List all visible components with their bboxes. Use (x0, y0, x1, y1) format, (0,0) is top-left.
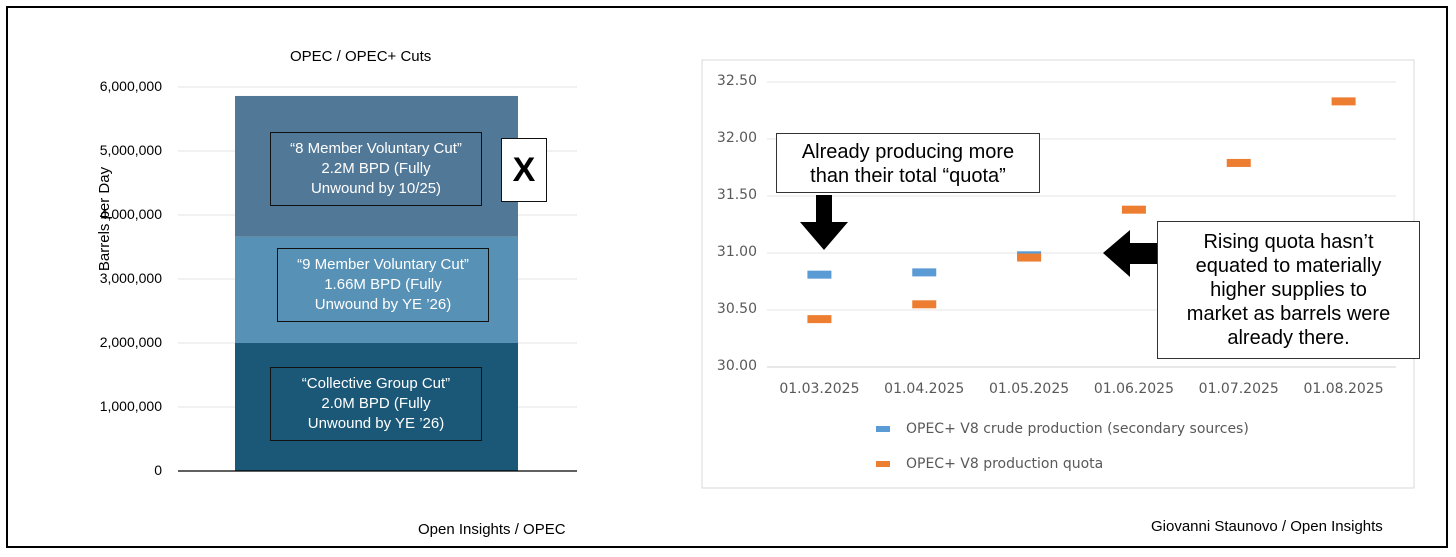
box-line: “9 Member Voluntary Cut” (297, 256, 469, 273)
production-marker (912, 268, 937, 277)
quota-marker (1121, 205, 1146, 214)
callout-line: Rising quota hasn’t (1203, 231, 1374, 253)
y-tick-label: 32.00 (716, 130, 757, 146)
y-tick-label: 5,000,000 (99, 142, 162, 158)
box-line: “Collective Group Cut” (301, 375, 451, 392)
y-tick-label: 1,000,000 (99, 398, 162, 414)
quota-marker (1331, 97, 1356, 106)
legend-label-quota: OPEC+ V8 production quota (906, 456, 1104, 472)
legend-marker-quota (876, 461, 890, 467)
x-tick-label: 01.06.2025 (1093, 381, 1174, 397)
x-tick-label: 01.03.2025 (779, 381, 860, 397)
box-line: “8 Member Voluntary Cut” (290, 140, 462, 157)
figure-frame (6, 6, 1448, 548)
y-tick-label: 3,000,000 (99, 270, 162, 286)
callout-rising-quota: Rising quota hasn’t equated to materiall… (1157, 221, 1420, 359)
cut-box-9-member: “9 Member Voluntary Cut” 1.66M BPD (Full… (277, 248, 489, 322)
x-tick-label: 01.07.2025 (1198, 381, 1279, 397)
production-marker (807, 270, 832, 279)
callout-line: higher supplies to (1210, 279, 1367, 301)
y-tick-label: 30.00 (716, 358, 757, 374)
callout-already-producing: Already producing more than their total … (776, 133, 1040, 193)
quota-marker (1226, 158, 1251, 167)
right-source-credit: Giovanni Staunovo / Open Insights (1151, 518, 1383, 535)
cut-box-collective: “Collective Group Cut” 2.0M BPD (Fully U… (270, 367, 482, 441)
bar-segment-collective (235, 343, 518, 471)
x-tick-label: 01.04.2025 (884, 381, 965, 397)
y-tick-label: 2,000,000 (99, 334, 162, 350)
legend-marker-production (876, 426, 890, 432)
callout-line: equated to materially (1195, 255, 1382, 277)
callout-line: market as barrels were (1186, 303, 1391, 325)
x-tick-label: 01.08.2025 (1303, 381, 1384, 397)
y-tick-label: 30.50 (716, 301, 757, 317)
down-arrow-icon (800, 195, 848, 250)
cut-box-8-member: “8 Member Voluntary Cut” 2.2M BPD (Fully… (270, 132, 482, 206)
left-chart-title: OPEC / OPEC+ Cuts (290, 48, 432, 65)
box-line: Unwound by YE ’26) (307, 415, 445, 432)
box-line: 2.2M BPD (Fully (321, 160, 431, 177)
y-tick-label: 4,000,000 (99, 206, 162, 222)
x-tick-label: 01.05.2025 (988, 381, 1070, 397)
quota-marker (1017, 253, 1042, 262)
y-tick-label: 6,000,000 (99, 78, 162, 94)
left-source-credit: Open Insights / OPEC (418, 521, 566, 538)
quota-marker (807, 315, 832, 324)
y-tick-label: 31.50 (716, 187, 757, 203)
bar-segment-9-member (235, 236, 518, 343)
box-line: Unwound by YE ’26) (314, 296, 452, 313)
box-line: 2.0M BPD (Fully (321, 395, 431, 412)
callout-line: already there. (1227, 327, 1350, 349)
callout-line: Already producing more (801, 141, 1015, 163)
y-tick-label: 0 (154, 462, 162, 478)
bar-segment-8-member (235, 95, 518, 237)
box-line: 1.66M BPD (Fully (324, 276, 442, 293)
box-line: Unwound by 10/25) (310, 180, 442, 197)
x-mark-box: X (501, 138, 547, 202)
callout-line: than their total “quota” (810, 165, 1006, 187)
y-tick-label: 32.50 (716, 73, 757, 89)
y-tick-label: 31.00 (716, 244, 757, 260)
quota-marker (912, 300, 937, 309)
left-arrow-icon (1103, 230, 1158, 277)
legend-label-production: OPEC+ V8 crude production (secondary sou… (906, 421, 1249, 437)
